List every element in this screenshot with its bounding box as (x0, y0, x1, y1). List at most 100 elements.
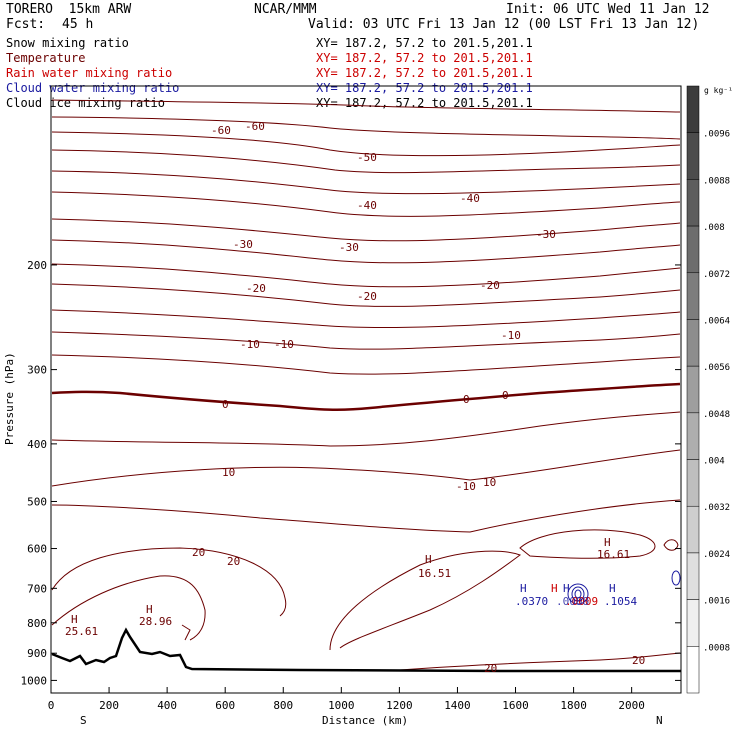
y-tick-label-0: 200 (27, 259, 47, 272)
init-time: Init: 06 UTC Wed 11 Jan 12 (506, 2, 710, 17)
x-tick-label-2: 400 (157, 699, 177, 712)
x-tick-label-0: 0 (48, 699, 55, 712)
high-value-2: 28.96 (139, 615, 172, 628)
label-m40-b: -40 (460, 192, 480, 205)
x-tick-label-1: 200 (99, 699, 119, 712)
colorbar-swatch-7 (686, 412, 700, 460)
legend-cloud-water: Cloud water mixing ratio (6, 81, 180, 95)
valid-time: Valid: 03 UTC Fri 13 Jan 12 (00 LST Fri … (308, 17, 700, 32)
colorbar-swatch-0 (686, 85, 700, 133)
colorbar-swatch-10 (686, 552, 700, 600)
label-m40-a: -40 (357, 199, 377, 212)
label-10-b: -10 (456, 480, 476, 493)
high-value-3: 16.51 (418, 567, 451, 580)
contour-p20-ne (663, 539, 679, 551)
cw-high-mark-3: H (609, 582, 616, 595)
label-m10-b: -10 (274, 338, 294, 351)
label-0-a: 0 (222, 398, 229, 411)
label-m20-a: -20 (246, 282, 266, 295)
legend-snow-xy: XY= 187.2, 57.2 to 201.5,201.1 (316, 36, 533, 50)
contour-p20-east (329, 550, 522, 651)
plot-frame (50, 85, 682, 694)
contour-m65 (51, 99, 681, 113)
contour-m20 (51, 283, 681, 307)
label-20-a: 20 (192, 546, 205, 559)
rain-high-mark-1: H (551, 582, 558, 595)
colorbar-label-7: .004 (703, 457, 725, 467)
contour-m45 (51, 170, 681, 195)
legend-temperature-xy: XY= 187.2, 57.2 to 201.5,201.1 (316, 51, 533, 65)
endpoint-north: N (656, 714, 663, 727)
y-tick-label-3: 500 (27, 495, 47, 508)
y-tick-label-8: 1000 (21, 674, 48, 687)
contour-p25 (51, 575, 206, 641)
cw-high-value-2: .0088 (556, 595, 589, 608)
contour-p20-south (399, 652, 681, 671)
x-axis-title: Distance (km) (322, 714, 408, 727)
label-m20-c: -20 (480, 279, 500, 292)
contour-m40 (51, 191, 681, 217)
high-mark-4: H (604, 536, 611, 549)
colorbar-label-5: .0056 (703, 363, 730, 373)
label-m20-b: -20 (357, 290, 377, 303)
cw-high-mark-1: H (520, 582, 527, 595)
cw-high-value-1: .0370 (515, 595, 548, 608)
colorbar-unit: g kg⁻¹ (704, 86, 733, 95)
model-title: TORERO 15km ARW (6, 2, 132, 17)
contour-m35 (51, 218, 681, 242)
contour-m60 (51, 116, 681, 140)
y-axis-title: Pressure (hPa) (3, 352, 16, 445)
cw-high-value-3: .1054 (604, 595, 637, 608)
contour-m25 (51, 263, 681, 288)
forecast-label: Fcst: (6, 17, 46, 32)
y-tick-label-5: 700 (27, 582, 47, 595)
terrain-line (51, 627, 681, 673)
legend-cloud-ice: Cloud ice mixing ratio (6, 96, 165, 110)
label-m10-a: -10 (240, 338, 260, 351)
x-tick-label-6: 1200 (386, 699, 413, 712)
colorbar-swatch-12 (686, 646, 700, 694)
contour-m5 (51, 354, 681, 375)
colorbar-label-1: .0088 (703, 176, 730, 186)
cloud-water-highs: H .0370 H .0009 H .0088 H .1054 (515, 582, 637, 608)
legend-cloud-water-xy: XY= 187.2, 57.2 to 201.5,201.1 (316, 81, 533, 95)
colorbar: .0096 .0088 .008 .0072 .0064 .0056 .0048 .004 .0… (686, 85, 730, 694)
colorbar-label-8: .0032 (703, 503, 730, 513)
contour-p10 (51, 449, 681, 487)
temperature-highs: H 25.61 H 28.96 H 16.51 H 16.61 (65, 536, 630, 638)
label-m30-c: -30 (536, 228, 556, 241)
cw-high-mark-2: H (563, 582, 570, 595)
label-m10-c: -10 (501, 329, 521, 342)
label-m60-a: -60 (211, 124, 231, 137)
high-mark-1: H (71, 613, 78, 626)
colorbar-swatch-3 (686, 225, 700, 274)
x-axis: 0 200 400 600 800 1000 1200 1400 1600 1800 2000 (48, 687, 645, 712)
label-m50: -50 (357, 151, 377, 164)
contour-m10 (51, 331, 681, 350)
colorbar-label-10: .0016 (703, 597, 730, 607)
label-0-c: 0 (502, 389, 509, 402)
colorbar-swatch-5 (686, 319, 700, 367)
y-tick-label-4: 600 (27, 543, 47, 556)
legend-rain-xy: XY= 187.2, 57.2 to 201.5,201.1 (316, 66, 533, 80)
x-tick-label-3: 600 (215, 699, 235, 712)
label-m30-b: -30 (339, 241, 359, 254)
legend-snow: Snow mixing ratio (6, 36, 129, 50)
y-tick-label-7: 900 (27, 647, 47, 660)
label-20-c: 20 (484, 662, 497, 675)
colorbar-swatch-9 (686, 505, 700, 554)
contour-p25-tip (181, 624, 191, 641)
contour-m50 (51, 149, 681, 174)
x-tick-label-5: 1000 (328, 699, 355, 712)
high-value-1: 25.61 (65, 625, 98, 638)
temperature-contours (51, 99, 681, 671)
label-m30-a: -30 (233, 238, 253, 251)
high-mark-2: H (146, 603, 153, 616)
y-tick-label-2: 400 (27, 438, 47, 451)
center-title: NCAR/MMM (254, 2, 317, 17)
colorbar-swatch-2 (686, 179, 700, 227)
high-value-4: 16.61 (597, 548, 630, 561)
endpoint-south: S (80, 714, 87, 727)
temperature-labels: -60 -60 -50 -40 -40 -30 -30 -30 -20 -20 … (192, 120, 645, 675)
